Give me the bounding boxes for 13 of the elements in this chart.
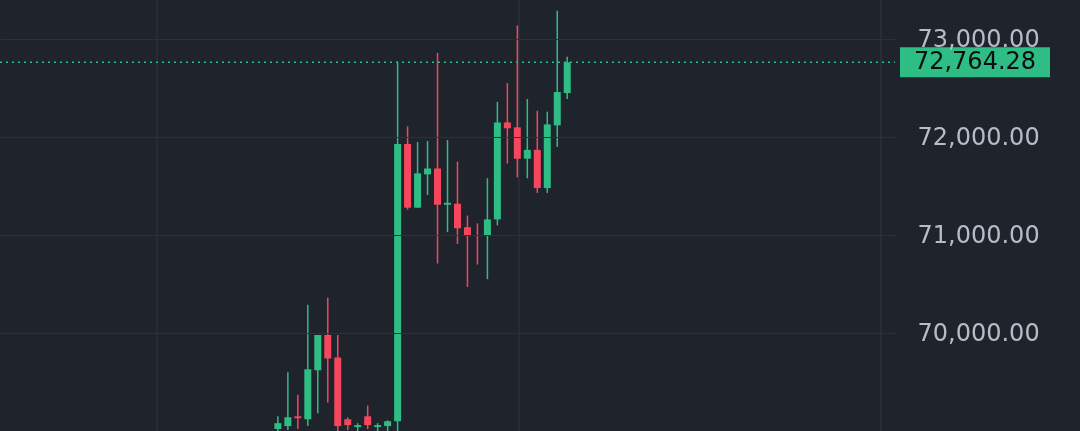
candlestick	[444, 139, 451, 233]
candlestick	[523, 98, 531, 180]
candlestick	[324, 297, 332, 404]
candlestick	[483, 177, 491, 280]
y-tick-label: 70,000.00	[917, 318, 1040, 347]
candlestick	[424, 140, 432, 196]
candlestick	[364, 404, 372, 430]
candlestick	[294, 394, 302, 430]
y-tick-label: 71,000.00	[917, 220, 1040, 249]
y-tick-label: 72,000.00	[917, 122, 1040, 151]
candlestick	[284, 371, 292, 431]
candlestick	[463, 214, 471, 288]
candlestick	[503, 82, 511, 165]
